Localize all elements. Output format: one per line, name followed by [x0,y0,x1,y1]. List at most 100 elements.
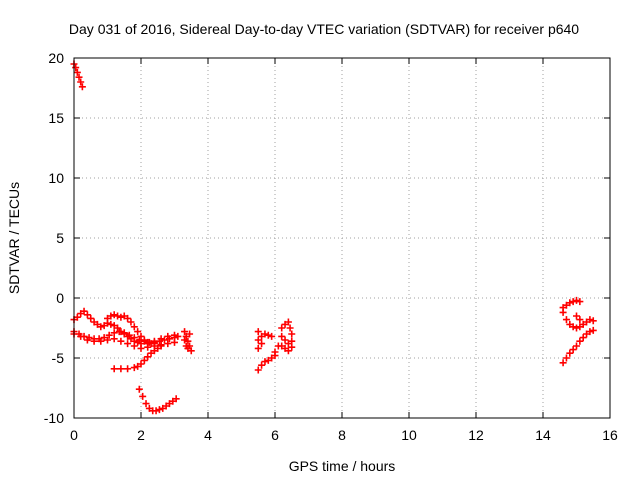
data-point [258,361,266,369]
data-point [566,299,574,307]
data-point [73,68,81,76]
x-tick-label: 4 [204,427,212,443]
data-point [281,336,289,344]
data-point [288,343,296,351]
data-point [77,78,85,86]
data-point [140,356,148,364]
data-point [137,360,145,368]
data-point [137,344,145,352]
data-point [254,366,262,374]
y-axis-label: SDTVAR / TECUs [6,182,22,294]
data-point [286,324,294,332]
data-point [184,337,192,345]
chart-title: Day 031 of 2016, Sidereal Day-to-day VTE… [69,21,579,37]
data-point [139,392,147,400]
data-point [181,336,189,344]
data-point [278,332,286,340]
data-point [184,344,192,352]
data-point [171,338,178,346]
data-point [174,332,182,340]
data-point [107,320,115,328]
data-point [155,406,163,414]
data-point [573,342,580,350]
data-point [130,364,138,372]
data-point [274,342,282,350]
data-point [114,324,122,332]
data-point [164,340,172,348]
data-point [142,400,150,408]
data-point [278,324,286,332]
data-point [268,332,276,340]
data-point [579,334,587,342]
data-point [181,328,189,336]
x-tick-label: 10 [401,427,417,443]
data-point [83,311,91,319]
data-point [172,395,180,403]
data-point [284,347,292,355]
data-point [114,312,122,320]
y-tick-label: -10 [44,410,64,426]
data-point [124,340,132,348]
data-point [104,336,111,344]
data-point [90,337,98,345]
data-point [573,324,580,332]
data-point [115,328,123,336]
grid [74,58,610,418]
data-point [562,354,570,362]
data-point [562,316,570,324]
data-point [569,298,577,306]
data-point [144,338,152,346]
data-point [573,296,580,304]
data-point [186,330,194,338]
data-point [254,328,262,336]
data-point [261,358,269,366]
data-point [284,318,292,326]
data-point [117,337,125,345]
x-tick-label: 2 [137,427,145,443]
axis-ticks: 0 2 4 6 8 10 12 14 16 -10 -5 0 5 10 15 20 [44,50,618,443]
data-point [258,340,266,348]
data-point [576,337,584,345]
data-point [134,328,142,336]
data-point [569,346,577,354]
data-point [155,337,163,345]
data-point [130,342,138,350]
data-point [586,328,594,336]
data-point [127,318,135,326]
data-point [157,342,165,350]
data-point [589,317,597,325]
data-point [288,337,296,345]
data-point [130,334,138,342]
data-point [110,335,118,343]
data-point [117,365,125,373]
data-point [254,344,262,352]
data-point [110,329,118,337]
data-point [264,331,272,339]
y-tick-label: 20 [48,50,64,66]
data-point [107,312,115,320]
data-point [97,323,105,331]
x-tick-label: 14 [535,427,551,443]
data-points [70,60,597,415]
data-point [559,308,567,316]
data-point [97,337,105,345]
x-tick-label: 16 [602,427,618,443]
y-tick-label: 0 [56,290,64,306]
data-point [165,335,173,343]
data-point [124,365,132,373]
data-point [110,311,118,319]
data-point [75,73,83,81]
data-point [124,314,132,322]
y-tick-label: 15 [48,110,64,126]
data-point [125,331,133,339]
data-point [160,336,168,344]
data-point [566,349,574,357]
data-point [80,307,88,315]
y-tick-label: 10 [48,170,64,186]
y-tick-label: -5 [52,350,65,366]
data-point [78,83,86,91]
data-point [77,332,85,340]
data-point [569,323,577,331]
data-point [573,312,580,320]
